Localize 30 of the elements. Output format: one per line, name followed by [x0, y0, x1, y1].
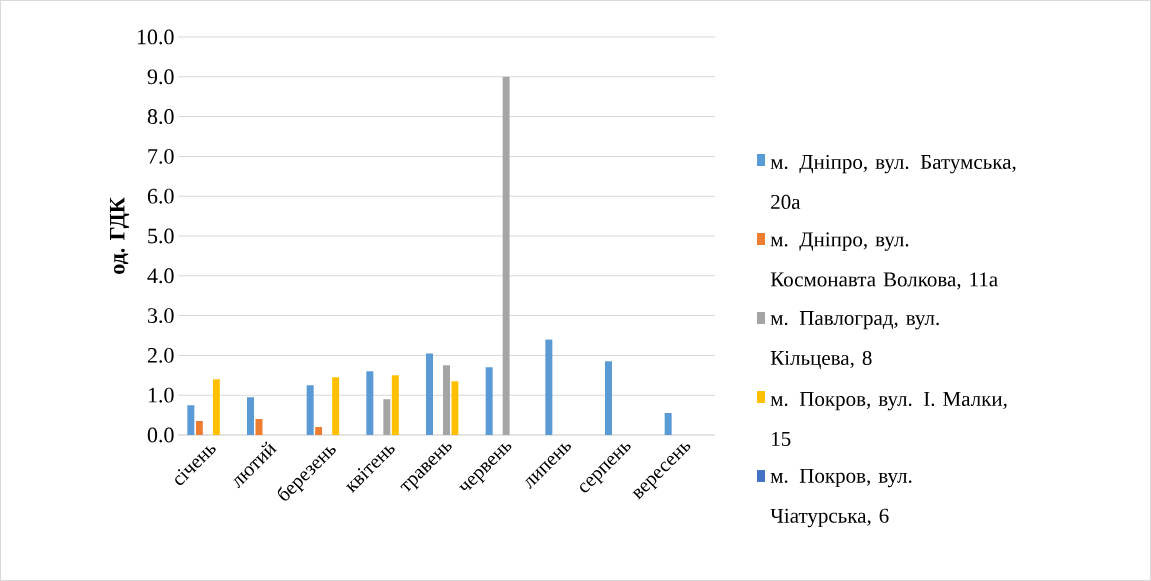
bar [247, 397, 254, 435]
y-tick-label: 8.0 [147, 109, 174, 125]
y-tick-label: 4.0 [147, 268, 174, 284]
bar [212, 379, 220, 435]
bar [485, 367, 493, 435]
legend-label: м. Покров, вул. Чіатурська, 6 [770, 468, 912, 528]
y-tick-label: 3.0 [148, 308, 174, 324]
bar [187, 405, 195, 435]
y-tick-label: 9.0 [147, 69, 174, 85]
bar [255, 419, 263, 435]
bar [315, 427, 323, 435]
y-tick-label: 2.0 [147, 347, 174, 363]
y-axis-title: од. ГДК [109, 197, 130, 274]
bar [605, 361, 613, 435]
bar [195, 421, 203, 435]
bar [545, 339, 553, 435]
y-tick-label: 1.0 [148, 387, 174, 403]
bar [306, 385, 314, 435]
bar [391, 375, 399, 435]
y-tick-label: 10.0 [137, 29, 174, 45]
y-tick-label: 7.0 [148, 148, 174, 164]
bar [366, 371, 374, 435]
bar [383, 399, 391, 435]
bar [426, 353, 433, 435]
bar [332, 377, 340, 435]
bar [664, 413, 672, 435]
y-tick-label: 0.0 [147, 427, 174, 443]
bar [443, 365, 451, 435]
y-tick-label: 6.0 [147, 188, 174, 204]
y-tick-label: 5.0 [148, 228, 174, 244]
